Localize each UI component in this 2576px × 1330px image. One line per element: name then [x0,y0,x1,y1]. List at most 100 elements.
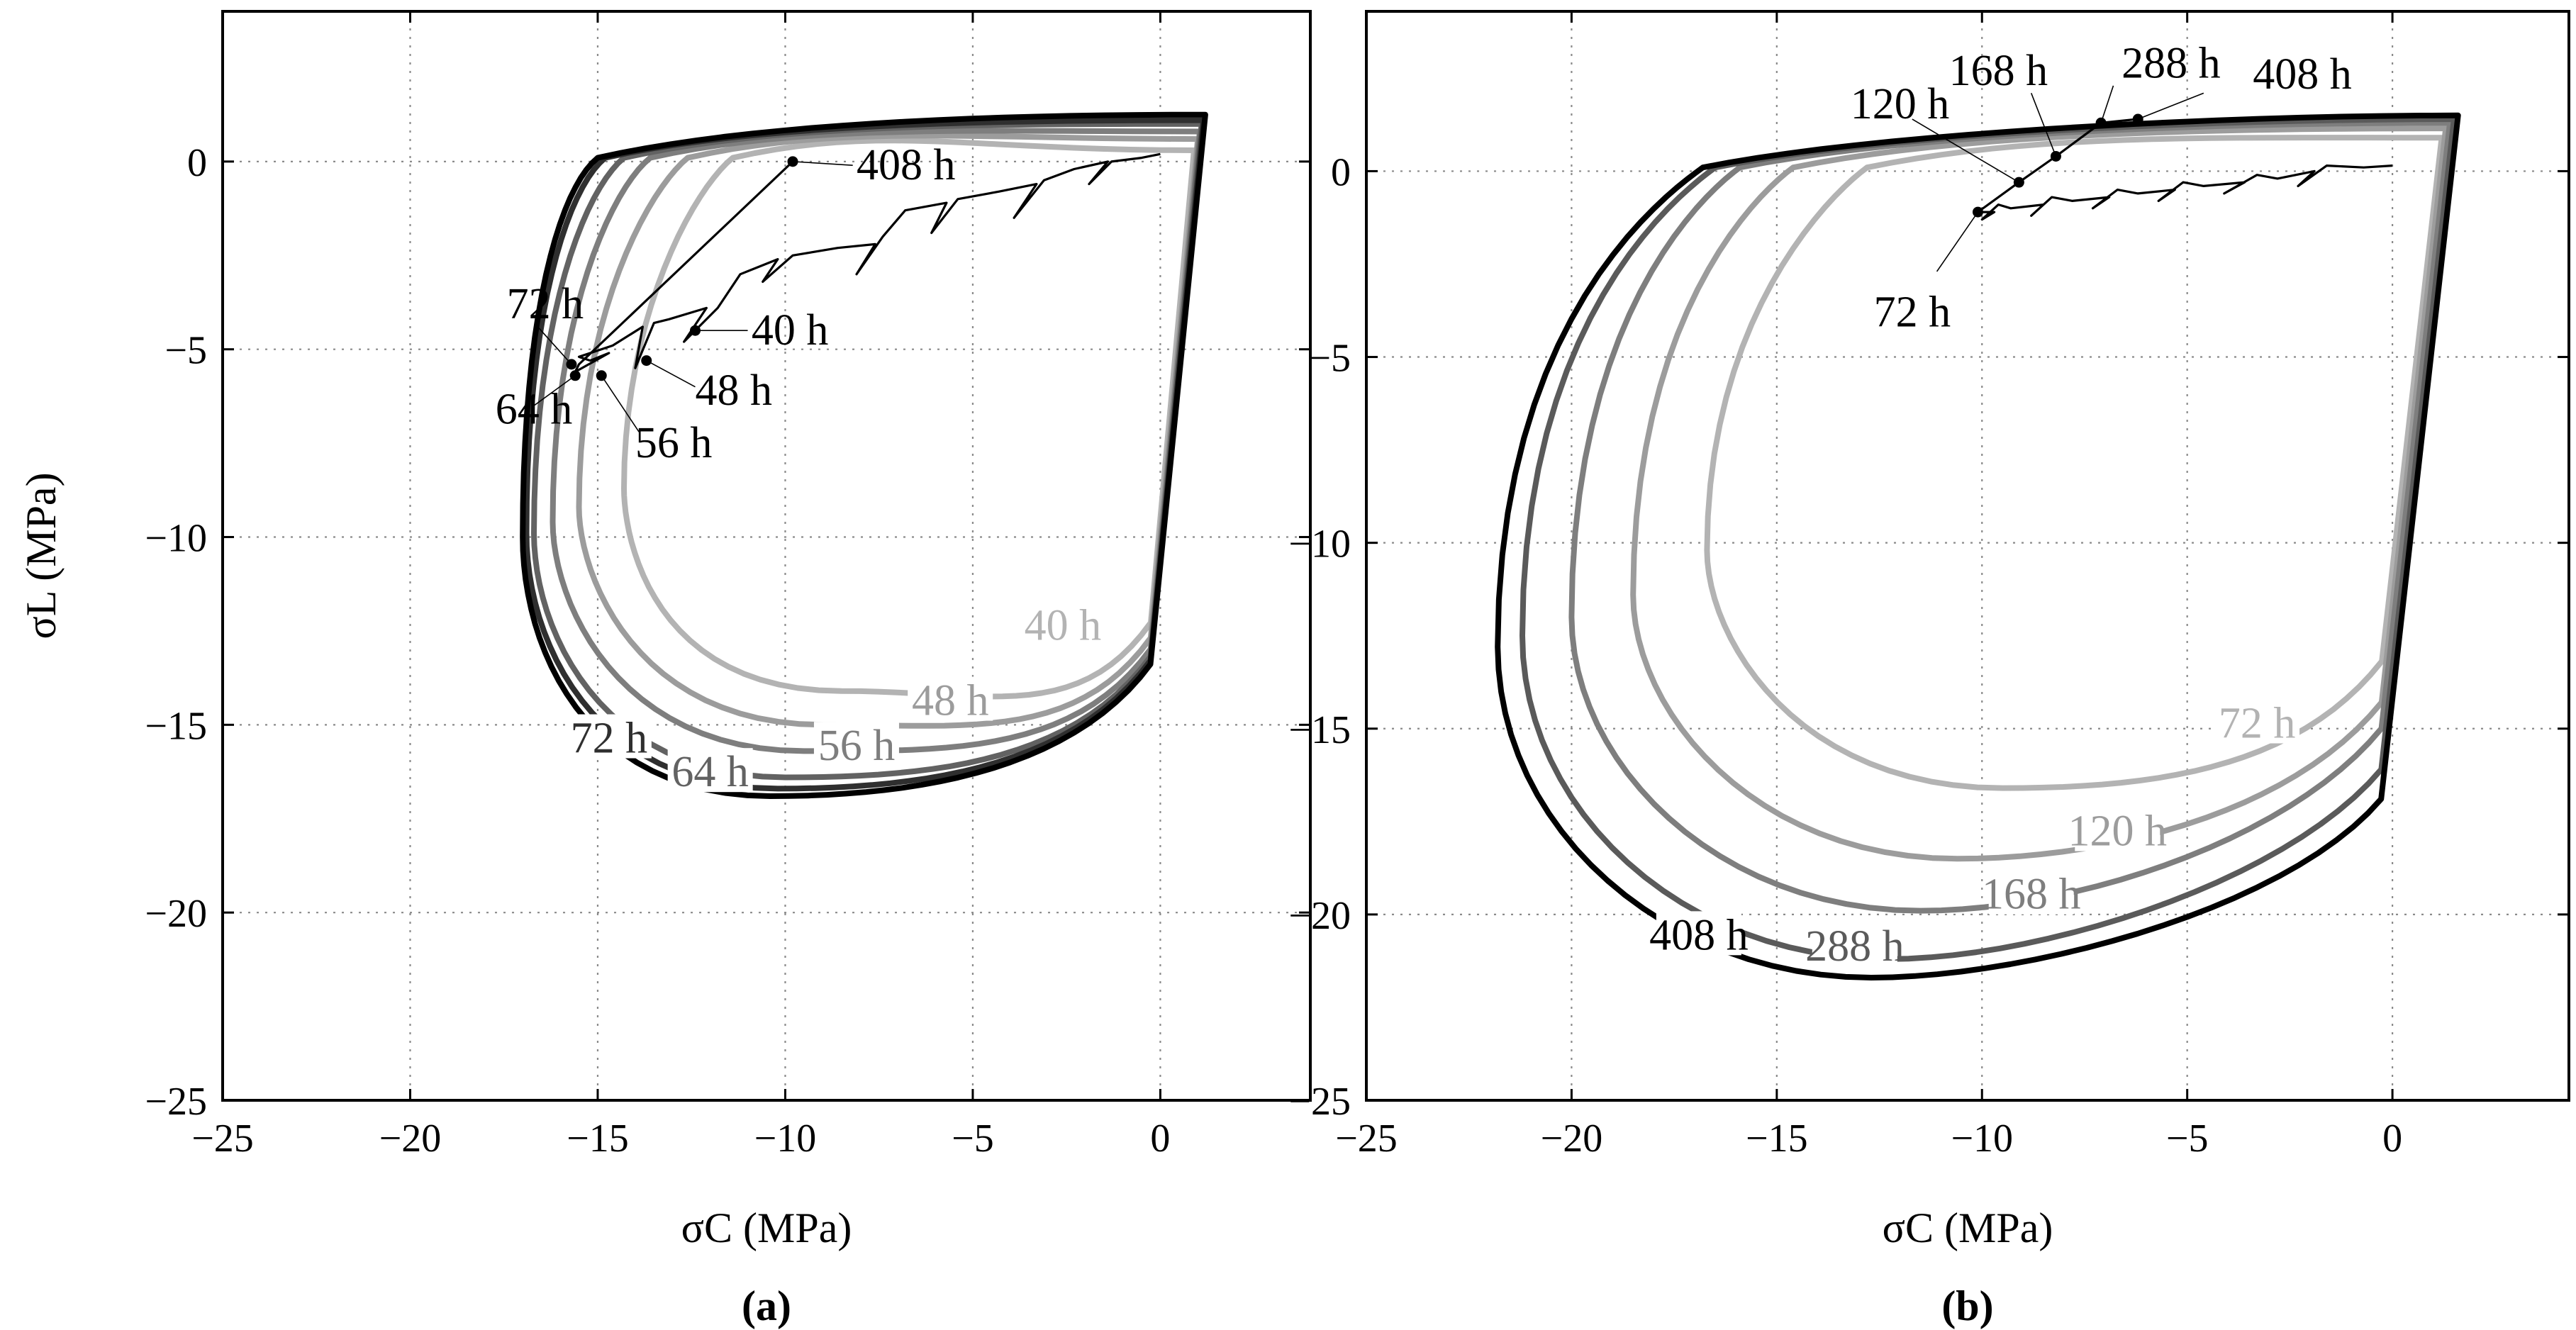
marker-label: 72 h [1874,289,1951,337]
x-tick-label: −20 [1541,1117,1603,1161]
leader-line [646,359,696,388]
panel-a: 40 h48 h56 h64 h72 h40 h48 h56 h64 h72 h… [18,10,1312,1329]
marker-point [2050,150,2061,162]
x-tick-label: −5 [2166,1117,2209,1161]
x-axis-label: σC (MPa) [1883,1205,2053,1251]
y-tick-label: −10 [1288,522,1351,566]
curve-label-bg [1988,870,2074,915]
marker-label: 408 h [2253,50,2352,99]
grid [223,11,1310,1100]
curve-label-bg [1020,601,1105,646]
stress-path [574,152,1161,374]
contour-40h [621,138,1197,700]
y-tick-label: −10 [145,517,207,561]
marker-point [2132,113,2143,125]
plot-frame [221,10,1312,1102]
x-tick-label: −10 [1951,1117,2013,1161]
curve-label: 56 h [818,722,896,770]
plot-frame [1365,10,2570,1102]
y-tick-label: −20 [1288,894,1351,938]
x-tick-label: −25 [1335,1117,1398,1161]
marker-label: 48 h [695,367,772,415]
x-tick-label: −20 [379,1117,442,1161]
leader-line [601,375,640,432]
curve-label: 288 h [1805,922,1905,971]
leader-line [2137,92,2204,120]
marker-point [787,156,798,167]
curve-label: 64 h [671,748,749,796]
curve-label-bg [1812,922,1897,967]
marker-point [641,355,652,367]
curve-label: 120 h [2068,808,2168,856]
x-tick-label: −5 [952,1117,994,1161]
marker-point [569,370,581,381]
x-tick-label: −15 [567,1117,629,1161]
x-tick-label: 0 [1150,1117,1170,1161]
marker-label: 72 h [507,280,584,328]
marker-label: 56 h [635,419,713,467]
marker-label: 288 h [2121,39,2221,87]
curve-label: 48 h [912,677,989,725]
y-tick-label: 0 [1331,150,1351,194]
y-tick-label: −20 [145,892,207,936]
leader-line [792,161,853,166]
marker-label: 64 h [496,385,573,433]
contour-64h [531,121,1205,781]
marker-point [2095,117,2107,128]
curve-label-bg [1656,911,1741,956]
curve-label-bg [813,722,899,766]
y-tick-label: −15 [1288,708,1351,752]
ticks: −25 −20 −15 −10 −5 0 −25 −20 −15 −10 −5 0 [1288,11,2569,1161]
curve-label-bg [2075,807,2160,851]
leader-line [1912,118,2019,183]
curve-label: 72 h [571,715,648,763]
stress-path [1976,118,2393,221]
curves: 72 h 120 h 168 h 288 h 408 h [1495,112,2461,980]
curve-label-bg [908,676,993,721]
marker-point [1972,206,1983,218]
marker-point [2013,177,2024,188]
x-tick-label: −15 [1746,1117,1808,1161]
marker-label: 120 h [1851,80,1950,128]
x-tick-label: −25 [191,1117,254,1161]
contour-120h [1630,125,2449,862]
contour-56h [550,128,1203,754]
ticks: −25 −20 −15 −10 −5 0 −25 −20 −15 −10 −5 0 [145,11,1310,1161]
marker-label: 408 h [857,141,956,189]
leader-line [533,375,576,406]
contour-168h [1568,120,2453,914]
y-tick-label: 0 [187,141,207,185]
markers: 40 h 48 h56 h 64 h 72 h 408 h [496,141,956,467]
y-tick-label: −5 [1308,337,1351,381]
marker-label: 168 h [1949,47,2048,95]
curve-label-bg [2214,699,2300,744]
contour-408h [520,111,1208,799]
curve-label: 40 h [1025,602,1102,650]
x-axis-label: σC (MPa) [681,1205,852,1251]
curve-label: 168 h [1982,871,2081,919]
marker-point [596,370,607,381]
leader-line [537,326,572,365]
y-tick-label: −15 [145,704,207,748]
contour-48h [576,133,1201,729]
contour-408h [1495,112,2461,980]
curve-label: 72 h [2219,700,2296,748]
leader-line [2030,93,2057,157]
x-tick-label: −10 [754,1117,817,1161]
contour-72h [1704,135,2445,791]
curves: 40 h48 h56 h64 h72 h [520,111,1208,799]
y-tick-label: −25 [145,1080,207,1124]
curve-label-bg [667,748,753,793]
contour-288h [1520,116,2457,962]
x-tick-label: 0 [2382,1117,2402,1161]
grid [1366,11,2569,1100]
marker-point [566,359,577,370]
y-tick-label: −5 [165,329,207,373]
y-tick-label: −25 [1288,1080,1351,1124]
y-axis-label: σL (MPa) [18,472,65,639]
leader-line [1936,211,1979,272]
panel-caption: (b) [1941,1282,1993,1329]
